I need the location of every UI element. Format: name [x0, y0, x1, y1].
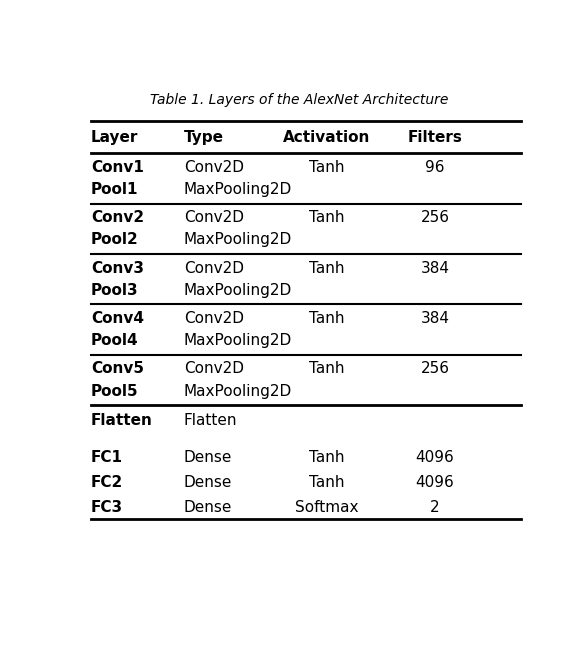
Text: Pool3: Pool3: [91, 283, 139, 298]
Text: FC3: FC3: [91, 500, 123, 514]
Text: Conv2D: Conv2D: [184, 361, 244, 377]
Text: 2: 2: [430, 500, 440, 514]
Text: Tanh: Tanh: [309, 311, 344, 326]
Text: Conv4: Conv4: [91, 311, 144, 326]
Text: Tanh: Tanh: [309, 450, 344, 465]
Text: MaxPooling2D: MaxPooling2D: [184, 383, 292, 399]
Text: 384: 384: [420, 311, 450, 326]
Text: 256: 256: [420, 361, 450, 377]
Text: Conv2D: Conv2D: [184, 160, 244, 175]
Text: Dense: Dense: [184, 450, 232, 465]
Text: Tanh: Tanh: [309, 160, 344, 175]
Text: Pool1: Pool1: [91, 182, 138, 197]
Text: 256: 256: [420, 210, 450, 225]
Text: Flatten: Flatten: [184, 413, 237, 428]
Text: Dense: Dense: [184, 475, 232, 490]
Text: Conv2D: Conv2D: [184, 210, 244, 225]
Text: Layer: Layer: [91, 130, 138, 145]
Text: 4096: 4096: [416, 475, 454, 490]
Text: Conv1: Conv1: [91, 160, 144, 175]
Text: Conv2: Conv2: [91, 210, 144, 225]
Text: Tanh: Tanh: [309, 261, 344, 276]
Text: Conv5: Conv5: [91, 361, 144, 377]
Text: Conv3: Conv3: [91, 261, 144, 276]
Text: FC1: FC1: [91, 450, 123, 465]
Text: Pool4: Pool4: [91, 333, 139, 348]
Text: MaxPooling2D: MaxPooling2D: [184, 333, 292, 348]
Text: 4096: 4096: [416, 450, 454, 465]
Text: Tanh: Tanh: [309, 361, 344, 377]
Text: Flatten: Flatten: [91, 413, 153, 428]
Text: Pool2: Pool2: [91, 232, 139, 247]
Text: 384: 384: [420, 261, 450, 276]
Text: Tanh: Tanh: [309, 475, 344, 490]
Text: Conv2D: Conv2D: [184, 261, 244, 276]
Text: Conv2D: Conv2D: [184, 311, 244, 326]
Text: Type: Type: [184, 130, 224, 145]
Text: MaxPooling2D: MaxPooling2D: [184, 232, 292, 247]
Text: MaxPooling2D: MaxPooling2D: [184, 283, 292, 298]
Text: Pool5: Pool5: [91, 383, 139, 399]
Text: MaxPooling2D: MaxPooling2D: [184, 182, 292, 197]
Text: Softmax: Softmax: [295, 500, 358, 514]
Text: Filters: Filters: [408, 130, 463, 145]
Text: Activation: Activation: [283, 130, 370, 145]
Text: Dense: Dense: [184, 500, 232, 514]
Text: Table 1. Layers of the AlexNet Architecture: Table 1. Layers of the AlexNet Architect…: [150, 93, 449, 107]
Text: Tanh: Tanh: [309, 210, 344, 225]
Text: 96: 96: [425, 160, 445, 175]
Text: FC2: FC2: [91, 475, 123, 490]
